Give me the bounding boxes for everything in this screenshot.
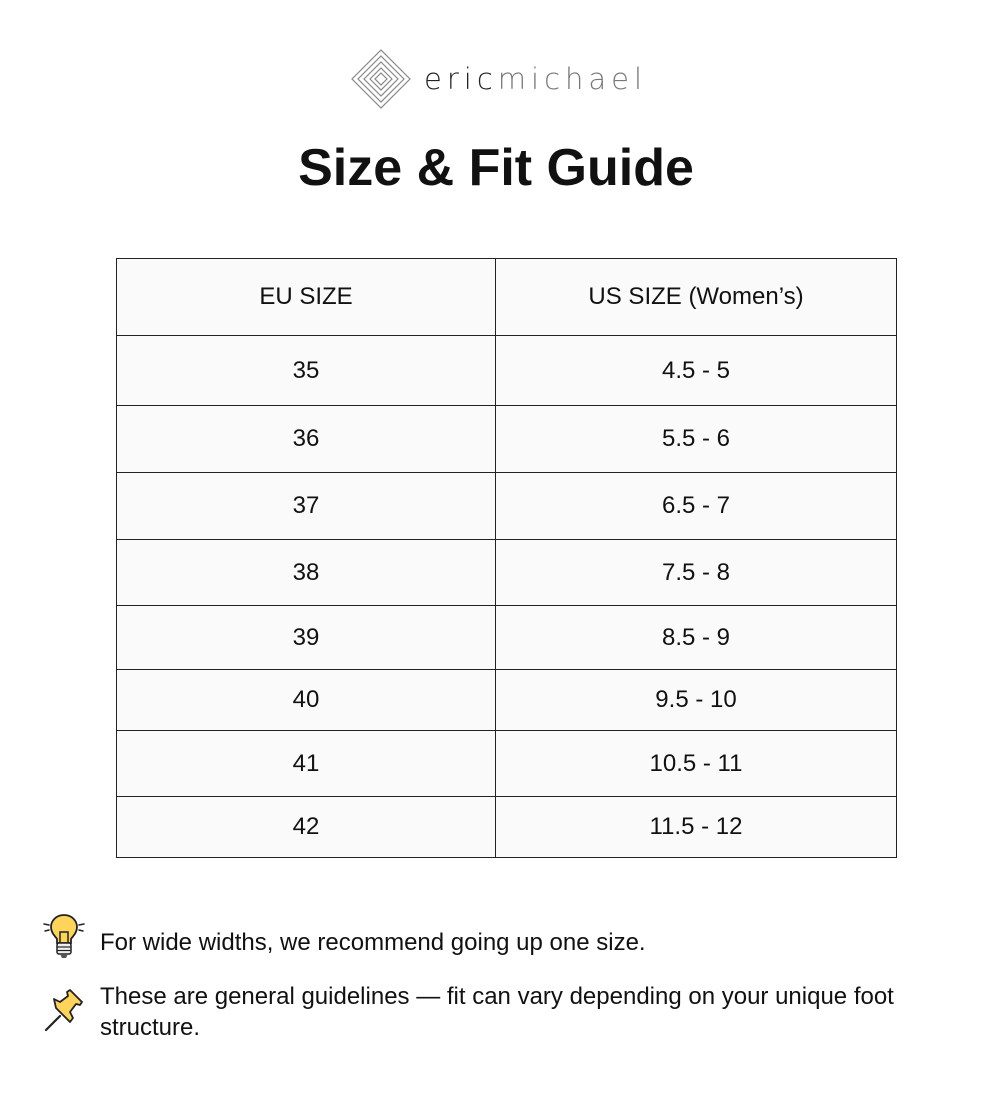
brand-name-part2: michael bbox=[497, 62, 648, 96]
us-size-cell: 10.5 - 11 bbox=[495, 730, 897, 797]
table-row: 38 7.5 - 8 bbox=[116, 539, 897, 606]
table-row: 37 6.5 - 7 bbox=[116, 472, 897, 540]
brand-name-part1: eric bbox=[424, 62, 498, 96]
page-title: Size & Fit Guide bbox=[298, 139, 694, 197]
lightbulb-icon bbox=[43, 914, 85, 958]
header-us-size: US SIZE (Women’s) bbox=[495, 258, 897, 336]
brand-logo: ericmichael bbox=[350, 48, 647, 110]
us-size-cell: 5.5 - 6 bbox=[495, 405, 897, 473]
us-size-cell: 6.5 - 7 bbox=[495, 472, 897, 540]
us-size-cell: 9.5 - 10 bbox=[495, 669, 897, 731]
notes-section: For wide widths, we recommend going up o… bbox=[42, 912, 972, 1043]
table-row: 40 9.5 - 10 bbox=[116, 669, 897, 731]
table-header-row: EU SIZE US SIZE (Women’s) bbox=[116, 258, 897, 336]
pushpin-icon bbox=[44, 989, 83, 1032]
us-size-cell: 4.5 - 5 bbox=[495, 335, 897, 406]
table-row: 39 8.5 - 9 bbox=[116, 605, 897, 670]
note-text: For wide widths, we recommend going up o… bbox=[100, 929, 646, 956]
table-row: 35 4.5 - 5 bbox=[116, 335, 897, 406]
note-wide-widths: For wide widths, we recommend going up o… bbox=[42, 912, 972, 962]
eu-size-cell: 40 bbox=[116, 669, 496, 731]
size-table: EU SIZE US SIZE (Women’s) 35 4.5 - 5 36 5.… bbox=[116, 258, 897, 858]
note-text: These are general guidelines — fit can v… bbox=[100, 983, 894, 1041]
us-size-cell: 8.5 - 9 bbox=[495, 605, 897, 670]
eu-size-cell: 36 bbox=[116, 405, 496, 473]
eu-size-cell: 37 bbox=[116, 472, 496, 540]
table-row: 41 10.5 - 11 bbox=[116, 730, 897, 797]
eu-size-cell: 35 bbox=[116, 335, 496, 406]
header-eu-size: EU SIZE bbox=[116, 258, 496, 336]
eu-size-cell: 38 bbox=[116, 539, 496, 606]
table-row: 36 5.5 - 6 bbox=[116, 405, 897, 473]
diamond-logo-icon bbox=[351, 49, 411, 109]
note-general-guidelines: These are general guidelines — fit can v… bbox=[42, 983, 972, 1043]
us-size-cell: 11.5 - 12 bbox=[495, 796, 897, 858]
eu-size-cell: 42 bbox=[116, 796, 496, 858]
eu-size-cell: 39 bbox=[116, 605, 496, 670]
eu-size-cell: 41 bbox=[116, 730, 496, 797]
brand-wordmark: ericmichael bbox=[424, 62, 647, 96]
table-row: 42 11.5 - 12 bbox=[116, 796, 897, 858]
us-size-cell: 7.5 - 8 bbox=[495, 539, 897, 606]
